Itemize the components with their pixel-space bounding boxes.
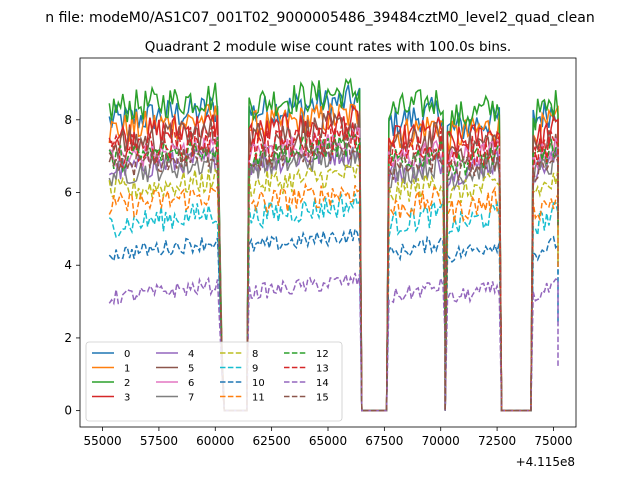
series-line-2 [108, 77, 559, 412]
legend-label-13: 13 [316, 364, 329, 375]
legend-label-3: 3 [124, 393, 130, 404]
legend-label-5: 5 [188, 364, 194, 375]
y-tick-label: 6 [64, 186, 72, 200]
figure-suptitle: n file: modeM0/AS1C07_001T02_9000005486_… [45, 10, 594, 26]
y-tick-label: 0 [64, 404, 72, 418]
series-line-8 [108, 161, 559, 412]
legend-label-12: 12 [316, 349, 329, 360]
y-tick-label: 2 [64, 331, 72, 345]
legend-label-15: 15 [316, 393, 329, 404]
series-line-13 [108, 121, 559, 412]
x-tick-label: 60000 [196, 434, 234, 448]
x-axis: 55000 57500 60000 62500 65000 67500 70000 72500… [83, 427, 573, 448]
legend-label-6: 6 [188, 378, 194, 389]
series-line-11 [108, 182, 559, 412]
y-tick-label: 8 [64, 113, 72, 127]
legend-label-0: 0 [124, 349, 130, 360]
series-line-9 [108, 193, 559, 412]
plot-area [108, 77, 559, 412]
legend-box [85, 341, 343, 422]
x-tick-label: 72500 [478, 434, 516, 448]
legend-label-10: 10 [252, 378, 265, 389]
series-line-14 [108, 272, 559, 412]
series-line-10 [108, 227, 559, 412]
x-tick-label: 65000 [309, 434, 347, 448]
x-tick-label: 57500 [140, 434, 178, 448]
y-tick-label: 4 [64, 258, 72, 272]
x-tick-label: 75000 [534, 434, 572, 448]
legend-label-1: 1 [124, 364, 130, 375]
legend-label-8: 8 [252, 349, 258, 360]
x-tick-label: 67500 [365, 434, 403, 448]
x-tick-label: 70000 [422, 434, 460, 448]
x-tick-label: 62500 [253, 434, 291, 448]
x-axis-offset-label: +4.115e8 [516, 455, 575, 469]
legend-label-11: 11 [252, 393, 265, 404]
legend-label-14: 14 [316, 378, 329, 389]
chart-title: Quadrant 2 module wise count rates with … [145, 39, 511, 55]
y-axis: 0 2 4 6 8 [64, 113, 80, 418]
legend-label-9: 9 [252, 364, 258, 375]
legend-label-7: 7 [188, 393, 194, 404]
series-line-15 [108, 137, 559, 412]
legend-label-2: 2 [124, 378, 130, 389]
legend-label-4: 4 [188, 349, 194, 360]
x-tick-label: 55000 [83, 434, 121, 448]
